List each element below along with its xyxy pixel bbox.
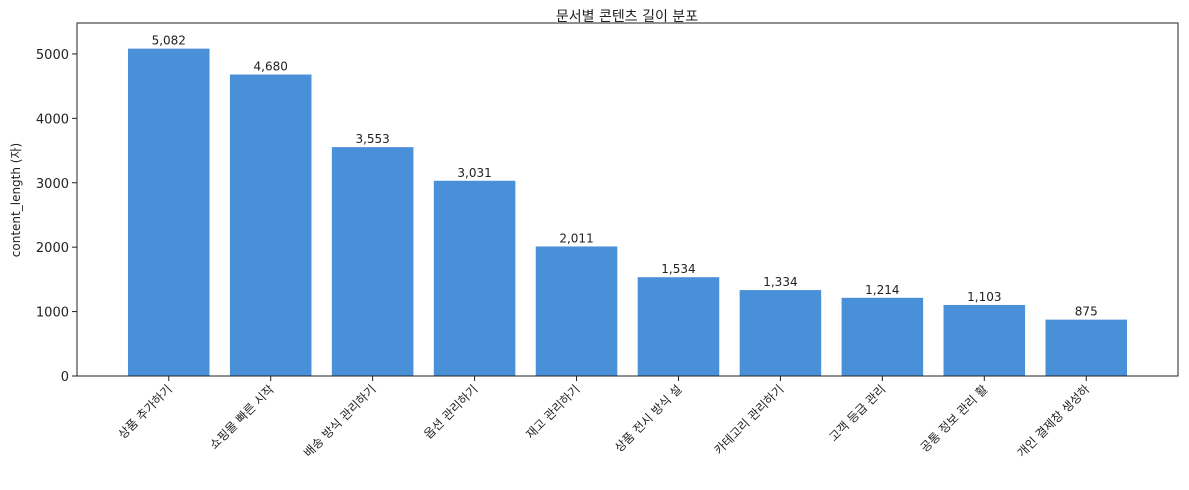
y-axis-label: content_length (자) — [9, 143, 23, 257]
x-tick-label: 카테고리 관리하기 — [711, 382, 786, 457]
bar — [943, 304, 1026, 376]
x-tick-label: 상품 추가하기 — [115, 382, 174, 441]
plot-frame — [76, 22, 1179, 377]
value-label: 4,680 — [254, 60, 288, 74]
value-label: 1,334 — [763, 275, 797, 289]
x-tick-label: 재고 관리하기 — [523, 382, 582, 441]
y-tick-label: 1000 — [36, 306, 69, 321]
value-label: 2,011 — [559, 231, 593, 245]
bar — [433, 180, 516, 376]
y-tick-label: 0 — [61, 370, 69, 385]
x-tick-label: 고객 등급 관리 — [826, 382, 888, 444]
y-tick-label: 3000 — [36, 177, 69, 192]
y-tick-label: 2000 — [36, 241, 69, 256]
value-label: 1,214 — [865, 283, 899, 297]
bar — [1045, 319, 1128, 376]
bar — [229, 74, 312, 377]
x-tick-label: 배송 방식 관리하기 — [301, 382, 379, 460]
bar — [637, 277, 720, 376]
x-tick-label: 공통 정보 관리 활 — [918, 382, 991, 455]
y-tick-label: 5000 — [36, 48, 69, 63]
bar — [739, 290, 822, 376]
y-tick-label: 4000 — [36, 112, 69, 127]
value-label: 5,082 — [152, 34, 186, 48]
value-label: 3,553 — [355, 132, 389, 146]
bar — [535, 246, 618, 376]
value-label: 875 — [1075, 305, 1098, 319]
value-label: 1,103 — [967, 290, 1001, 304]
bar — [841, 297, 924, 376]
x-tick-label: 옵션 관리하기 — [421, 382, 480, 441]
value-label: 1,534 — [661, 262, 695, 276]
x-tick-label: 개인 결제창 생성하 — [1015, 382, 1093, 460]
x-tick-label: 상품 전시 방식 설 — [612, 382, 685, 455]
x-tick-label: 쇼핑몰 빠른 시작 — [207, 382, 277, 452]
bar — [127, 48, 210, 376]
value-label: 3,031 — [457, 166, 491, 180]
chart-title: 문서별 콘텐츠 길이 분포 — [556, 9, 698, 25]
bar — [331, 147, 414, 376]
